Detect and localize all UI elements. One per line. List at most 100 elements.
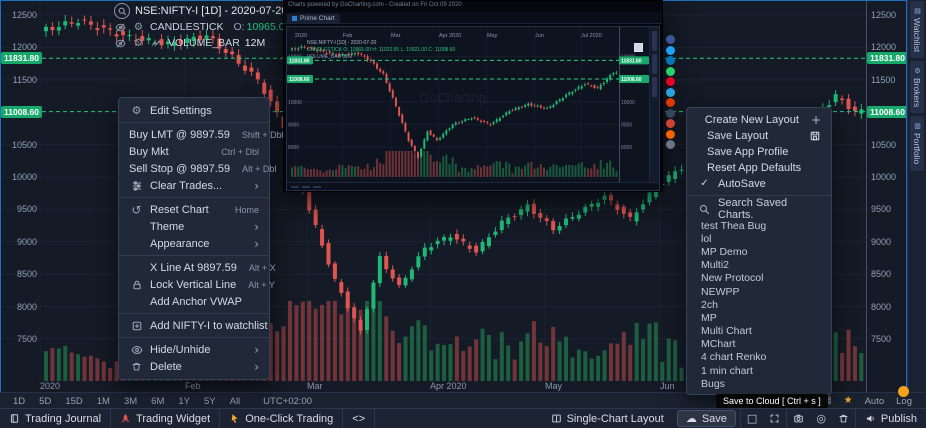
rocket-icon	[120, 413, 131, 424]
range-all[interactable]: All	[229, 395, 241, 407]
eye-off-icon[interactable]	[114, 21, 127, 34]
menu-item-reset-chart[interactable]: ↺ Reset Chart Home	[119, 201, 269, 218]
star-icon[interactable]: ★	[843, 395, 853, 406]
gmail-share-icon[interactable]	[666, 119, 675, 128]
ohlc-value: 10965.00	[246, 21, 291, 33]
menu-item-reset-app-defaults[interactable]: Reset App Defaults	[687, 160, 831, 176]
menu-item-lock-vertical-line[interactable]: Lock Vertical Line Alt + Y	[119, 276, 275, 293]
whatsapp-share-icon[interactable]	[666, 66, 675, 76]
saved-chart-item-1-min-chart[interactable]: 1 min chart	[701, 364, 753, 377]
trash-icon	[129, 361, 144, 372]
range-3m[interactable]: 3M	[123, 395, 138, 407]
menu-item-label: Create New Layout	[704, 114, 799, 126]
saved-chart-item-mp[interactable]: MP	[701, 311, 717, 324]
trading-journal-button[interactable]: Trading Journal	[0, 409, 110, 428]
gear-icon[interactable]: ⚙	[133, 20, 144, 33]
auto-scale-toggle[interactable]: Auto	[864, 395, 885, 407]
pinterest-share-icon[interactable]	[666, 77, 675, 86]
saved-chart-item-4-chart-renko[interactable]: 4 chart Renko	[701, 351, 767, 364]
menu-item-buy-mkt[interactable]: Buy Mkt Ctrl + Dbl	[119, 143, 269, 160]
linkedin-share-icon[interactable]	[666, 56, 675, 65]
one-click-trading-button[interactable]: One-Click Trading	[220, 409, 342, 428]
menu-item-add-anchor-vwap[interactable]: Add Anchor VWAP	[119, 293, 269, 310]
menu-item-x-line-at-9897-59[interactable]: X Line At 9897.59 Alt + X	[119, 259, 276, 276]
target-icon[interactable]: ◎	[816, 412, 826, 425]
tab-portfolio[interactable]: ▥ Portfolio	[910, 116, 924, 171]
watchlist-tab-icon: ▤	[913, 7, 922, 15]
volume-value: 12M	[244, 37, 266, 49]
saved-chart-item-lol[interactable]: lol	[701, 232, 712, 245]
saved-chart-item-multi2[interactable]: Multi2	[701, 259, 730, 272]
camera-icon[interactable]	[787, 413, 810, 424]
tab-watchlist[interactable]: ▤ Watchlist	[910, 1, 924, 59]
journal-icon	[9, 413, 20, 424]
menu-item-save-layout[interactable]: Save Layout	[687, 128, 831, 144]
chevron-right-icon: ›	[254, 359, 259, 374]
svg-text:10000: 10000	[288, 100, 302, 106]
price-badge: 11008.60	[867, 105, 908, 118]
range-15d[interactable]: 15D	[65, 395, 83, 407]
popup-mini-chart: GoCharting 2020 Feb Mar Apr 2020 May Jun Jul 20…	[287, 27, 649, 188]
range-5y[interactable]: 5Y	[203, 395, 216, 407]
telegram-share-icon[interactable]	[666, 87, 675, 97]
menu-item-appearance[interactable]: Appearance ›	[119, 235, 269, 252]
eye-icon	[129, 344, 144, 356]
svg-text:Jun: Jun	[535, 33, 544, 39]
range-1y[interactable]: 1Y	[178, 395, 190, 407]
saved-chart-item-mchart[interactable]: MChart	[701, 338, 736, 351]
range-1d[interactable]: 1D	[13, 395, 26, 407]
reddit-share-icon[interactable]	[666, 98, 675, 107]
shortcut-label: Home	[234, 204, 259, 215]
check-icon: ✓	[700, 178, 709, 189]
notification-dot[interactable]	[898, 386, 909, 397]
saved-chart-item-new-protocol[interactable]: New Protocol	[701, 272, 764, 285]
saved-chart-item-multi-chart[interactable]: Multi Chart	[701, 325, 752, 338]
chart-preview-popup[interactable]: Charts powered by GoCharting.com - Creat…	[283, 0, 663, 192]
range-1m[interactable]: 1M	[96, 395, 110, 407]
trash-icon[interactable]	[832, 413, 855, 424]
svg-text:2020: 2020	[295, 33, 307, 39]
menu-item-label: Clear Trades...	[150, 179, 223, 192]
save-button[interactable]: ☁ Save	[676, 410, 736, 427]
symbol-search-icon[interactable]	[114, 3, 130, 19]
symbol-title[interactable]: NSE:NIFTY-I [1D] - 2020-07-20	[135, 5, 288, 17]
hackernews-share-icon[interactable]	[666, 129, 675, 139]
menu-item-buy-lmt-9897-59[interactable]: Buy LMT @ 9897.59 Shift + Dbl	[119, 126, 284, 143]
fullscreen-icon[interactable]	[763, 413, 786, 424]
code-button[interactable]: <>	[352, 412, 366, 425]
trading-widget-button[interactable]: Trading Widget	[111, 409, 219, 428]
menu-item-sell-stop-9897-59[interactable]: Sell Stop @ 9897.59 Alt + Dbl	[119, 160, 276, 177]
publish-button[interactable]: Publish	[856, 409, 926, 428]
saved-chart-item-newpp[interactable]: NEWPP	[701, 285, 740, 298]
tab-brokers[interactable]: ⚙ Brokers	[910, 61, 924, 114]
tumblr-share-icon[interactable]	[666, 108, 675, 118]
menu-item-hide-unhide[interactable]: Hide/Unhide ›	[119, 341, 269, 358]
saved-chart-item-mp-demo[interactable]: MP Demo	[701, 245, 748, 258]
menu-item-clear-trades[interactable]: Clear Trades... ›	[119, 177, 269, 194]
gear-icon[interactable]: ⚙	[133, 36, 144, 49]
saved-chart-item-test-thea-bug[interactable]: test Thea Bug	[701, 219, 767, 232]
shortcut-label: Alt + X	[248, 262, 276, 273]
range-6m[interactable]: 6M	[151, 395, 165, 407]
email-share-icon[interactable]	[666, 140, 675, 149]
maximize-square-icon[interactable]: □	[746, 412, 758, 425]
svg-text:Apr 2020: Apr 2020	[439, 33, 461, 39]
range-5d[interactable]: 5D	[39, 395, 52, 407]
menu-item-create-new-layout[interactable]: Create New Layout +	[687, 112, 831, 128]
menu-item-save-app-profile[interactable]: Save App Profile	[687, 144, 831, 160]
single-chart-layout-button[interactable]: Single-Chart Layout	[542, 409, 673, 428]
saved-chart-item-2ch[interactable]: 2ch	[701, 298, 718, 311]
twitter-share-icon[interactable]	[666, 45, 675, 55]
menu-item-delete[interactable]: Delete ›	[119, 358, 269, 375]
saved-chart-item-bugs[interactable]: Bugs	[701, 377, 725, 390]
timezone-label[interactable]: UTC+02:00	[263, 395, 313, 407]
svg-text:Apr 2020: Apr 2020	[430, 381, 467, 391]
menu-item-theme[interactable]: Theme ›	[119, 218, 269, 235]
search-saved-charts[interactable]: Search Saved Charts.	[687, 197, 831, 221]
log-scale-toggle[interactable]: Log	[896, 395, 912, 407]
menu-item-edit-settings[interactable]: ⚙ Edit Settings	[119, 102, 269, 119]
eye-off-icon[interactable]	[114, 37, 127, 50]
menu-item-add-nifty-i-to-watchlist[interactable]: Add NIFTY-I to watchlist	[119, 317, 269, 334]
menu-item-autosave[interactable]: ✓ AutoSave	[687, 176, 831, 192]
facebook-share-icon[interactable]	[666, 35, 675, 44]
